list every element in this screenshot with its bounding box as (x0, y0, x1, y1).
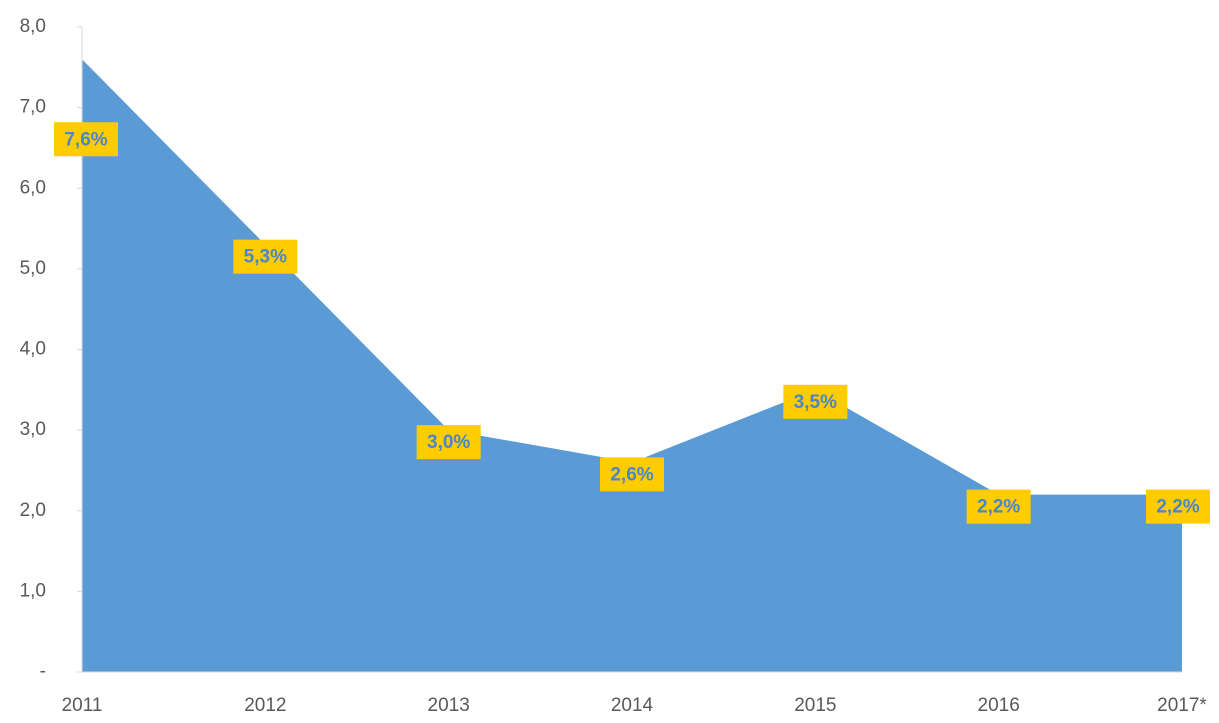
data-label: 5,3% (244, 247, 287, 268)
x-tick-label: 2014 (611, 695, 654, 716)
data-label: 3,5% (794, 392, 837, 413)
data-label: 2,2% (1156, 497, 1199, 518)
data-label: 2,6% (610, 464, 653, 485)
x-tick-label: 2017* (1157, 695, 1207, 716)
x-tick-label: 2015 (794, 695, 836, 716)
x-tick-label: 2013 (428, 695, 470, 716)
data-label-box (233, 239, 298, 274)
y-tick-label: 2,0 (20, 500, 46, 521)
data-label-box (600, 457, 664, 492)
x-tick-label: 2012 (244, 695, 286, 716)
data-label-box (1146, 489, 1210, 524)
y-tick-label: 7,0 (20, 97, 46, 118)
y-tick-label: - (40, 661, 46, 682)
y-tick-label: 4,0 (20, 339, 46, 360)
x-tick-label: 2016 (978, 695, 1020, 716)
data-label-box (416, 425, 481, 460)
y-tick-label: 1,0 (20, 580, 46, 601)
data-label-box (783, 384, 848, 419)
y-tick-label: 5,0 (20, 258, 46, 279)
data-label: 7,6% (64, 129, 107, 150)
area (82, 59, 1182, 672)
data-label: 3,0% (427, 432, 470, 453)
y-tick-label: 6,0 (20, 177, 46, 198)
y-tick-label: 3,0 (20, 419, 46, 440)
y-tick-label: 8,0 (20, 16, 46, 37)
data-label: 2,2% (977, 497, 1020, 518)
x-tick-label: 2011 (62, 695, 103, 716)
data-label-box (966, 489, 1031, 524)
data-label-box (54, 122, 118, 157)
